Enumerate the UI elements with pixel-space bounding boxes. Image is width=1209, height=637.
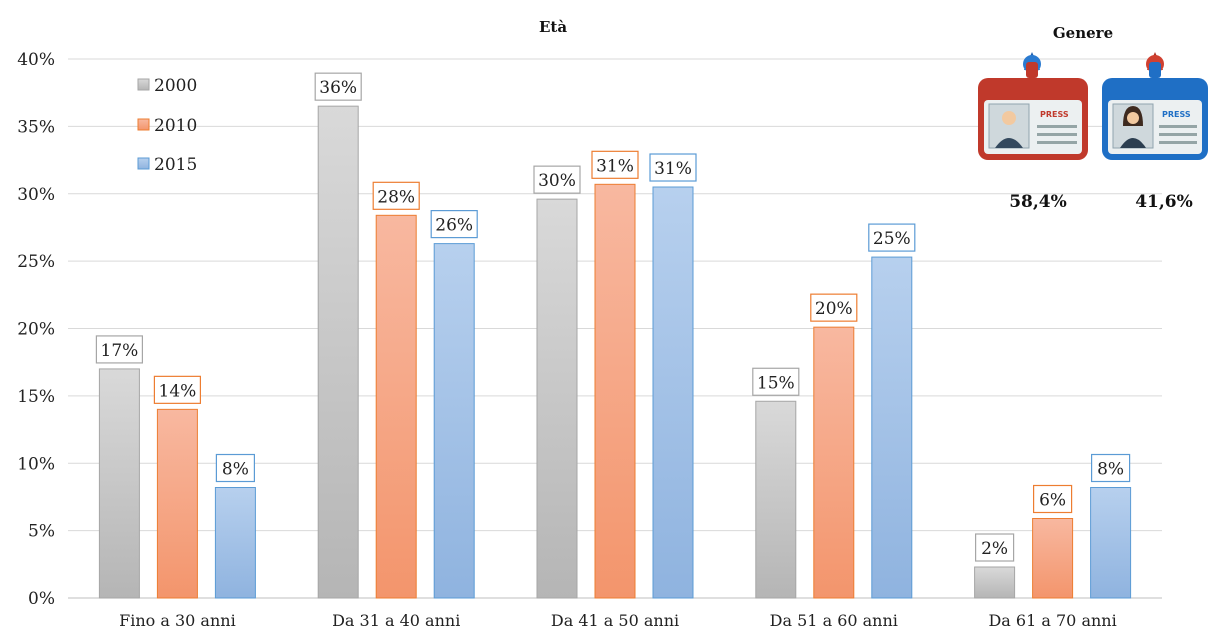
data-label-box [95, 335, 144, 364]
data-label: 17% [101, 341, 139, 361]
chart-title: Età [539, 18, 567, 36]
y-axis-ticks: 0% 5% 10% 15% 20% 25% 30% 35% 40% [17, 50, 55, 609]
data-label-box [215, 453, 255, 483]
bar-2000 [755, 400, 797, 599]
y-tick-label: 15% [17, 387, 55, 407]
data-label: 14% [159, 381, 197, 401]
male-badge-press-text: PRESS [1040, 110, 1069, 119]
x-category-label: Da 51 a 60 anni [770, 611, 898, 630]
legend-label-2010: 2010 [154, 116, 197, 136]
x-category-label: Da 31 a 40 anni [332, 611, 460, 630]
data-label: 2% [981, 539, 1008, 559]
bar-2015 [871, 256, 913, 599]
data-label: 30% [538, 171, 576, 191]
bar-2010 [1032, 517, 1074, 599]
gender-title: Genere [1053, 24, 1113, 42]
x-category-label: Fino a 30 anni [119, 611, 236, 630]
data-label-box [153, 375, 201, 404]
data-label-box [533, 165, 581, 194]
data-label-box [1032, 484, 1073, 514]
data-label-box [430, 210, 478, 239]
data-label-box [1090, 453, 1131, 483]
y-tick-label: 25% [17, 252, 55, 272]
legend-swatch-2000 [137, 78, 150, 91]
data-label-box [810, 293, 858, 322]
data-label: 31% [596, 156, 634, 176]
bar-2015 [214, 487, 256, 599]
y-tick-label: 0% [28, 589, 55, 609]
bar-2000 [536, 198, 578, 599]
data-label: 36% [319, 78, 357, 98]
data-label: 28% [377, 187, 415, 207]
legend-label-2015: 2015 [154, 155, 197, 175]
gender-panel: Genere PRESS PRESS [978, 24, 1208, 212]
bar-2015 [652, 186, 694, 599]
bar-2010 [375, 214, 417, 599]
data-label: 8% [222, 460, 249, 480]
data-label-box [591, 150, 639, 179]
data-label-box [974, 533, 1015, 562]
data-label: 8% [1097, 460, 1124, 480]
bar-2000 [317, 105, 359, 599]
x-axis-categories: Fino a 30 anni Da 31 a 40 anni Da 41 a 50 … [119, 611, 1117, 630]
data-label: 25% [873, 229, 911, 249]
female-badge-press-text: PRESS [1162, 110, 1191, 119]
bars: 17% 14% 8% 36% 28% 26% 30% 31% 31% 15% 20% 25% 2% 6% 8… [95, 72, 1132, 599]
data-label: 15% [757, 373, 795, 393]
bar-2010 [594, 183, 636, 599]
y-tick-label: 35% [17, 117, 55, 137]
bar-2000 [974, 566, 1016, 599]
bar-2015 [433, 243, 475, 599]
bar-2010 [813, 326, 855, 599]
y-tick-label: 30% [17, 185, 55, 205]
data-label-box [314, 72, 362, 101]
legend-label-2000: 2000 [154, 76, 197, 96]
bar-2010 [156, 408, 198, 599]
male-press-badge-icon: PRESS [978, 52, 1088, 160]
legend-swatch-2015 [137, 157, 150, 170]
female-press-badge-icon: PRESS [1102, 52, 1208, 160]
y-tick-label: 40% [17, 50, 55, 70]
y-tick-label: 20% [17, 320, 55, 340]
x-category-label: Da 41 a 50 anni [551, 611, 679, 630]
data-label-box [372, 181, 420, 210]
data-label: 20% [815, 299, 853, 319]
x-category-label: Da 61 a 70 anni [988, 611, 1116, 630]
data-label: 6% [1039, 490, 1066, 510]
data-label-box [752, 367, 800, 396]
bar-2000 [98, 368, 140, 599]
data-label: 26% [435, 216, 473, 236]
y-tick-label: 5% [28, 522, 55, 542]
female-percentage: 41,6% [1135, 192, 1193, 212]
y-tick-label: 10% [17, 454, 55, 474]
data-label-box [649, 153, 697, 182]
bar-2015 [1090, 487, 1132, 599]
legend: 2000 2010 2015 [137, 76, 197, 175]
legend-swatch-2010 [137, 118, 150, 131]
data-label: 31% [654, 159, 692, 179]
data-label-box [868, 223, 916, 252]
male-percentage: 58,4% [1009, 192, 1067, 212]
